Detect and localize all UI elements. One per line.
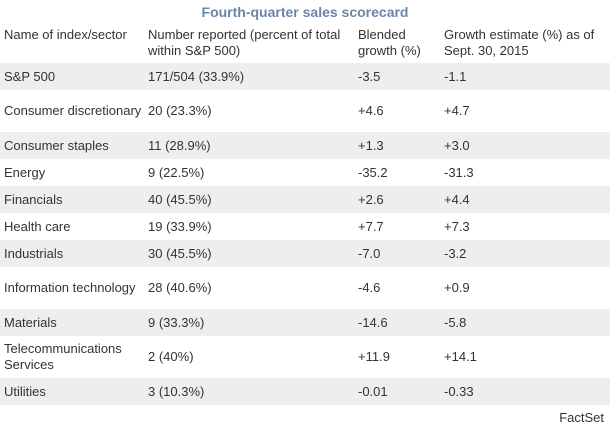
cell-blended: -7.0 — [354, 240, 440, 267]
source-label: FactSet — [559, 410, 604, 425]
cell-blended: -0.01 — [354, 378, 440, 405]
cell-reported: 171/504 (33.9%) — [144, 63, 354, 90]
cell-estimate: +4.7 — [444, 103, 470, 118]
cell-blended: +4.6 — [358, 103, 384, 118]
table-row: S&P 500 171/504 (33.9%) -3.5 -1.1 — [0, 63, 610, 90]
header-growth-estimate: Growth estimate (%) as of Sept. 30, 2015 — [444, 27, 595, 58]
header-number-reported: Number reported (percent of total within… — [148, 27, 341, 58]
cell-sector: Telecommunications Services — [4, 341, 122, 372]
cell-estimate: +14.1 — [444, 349, 477, 364]
cell-estimate: +7.3 — [444, 218, 470, 234]
cell-reported: 3 (10.3%) — [144, 378, 354, 405]
cell-reported: 30 (45.5%) — [144, 240, 354, 267]
table-row: Telecommunications Services 2 (40%) +11.… — [0, 336, 610, 378]
header-row: Name of index/sector Number reported (pe… — [0, 25, 610, 63]
cell-sector: Utilities — [0, 378, 144, 405]
cell-reported: 9 (33.3%) — [144, 309, 354, 336]
table-title: Fourth-quarter sales scorecard — [201, 4, 409, 20]
cell-sector: Energy — [4, 164, 46, 180]
table-row: Energy 9 (22.5%) -35.2 -31.3 — [0, 159, 610, 186]
cell-reported: 2 (40%) — [148, 349, 194, 364]
cell-reported: 9 (22.5%) — [148, 164, 205, 180]
cell-sector: Consumer discretionary — [4, 103, 142, 118]
cell-blended: +2.6 — [354, 186, 440, 213]
cell-sector: Industrials — [0, 240, 144, 267]
cell-estimate: +4.4 — [440, 186, 610, 213]
header-blended-growth: Blended growth (%) — [358, 27, 421, 58]
cell-estimate: +3.0 — [440, 132, 610, 159]
cell-estimate: -3.2 — [440, 240, 610, 267]
cell-estimate: -1.1 — [440, 63, 610, 90]
cell-sector: Financials — [0, 186, 144, 213]
cell-estimate: -0.33 — [440, 378, 610, 405]
cell-blended: +11.9 — [358, 349, 390, 364]
table-row: Financials 40 (45.5%) +2.6 +4.4 — [0, 186, 610, 213]
cell-sector: Information technology — [4, 280, 136, 295]
cell-reported: 28 (40.6%) — [148, 280, 212, 295]
cell-sector: Health care — [4, 218, 71, 234]
cell-estimate: -5.8 — [440, 309, 610, 336]
cell-estimate: -31.3 — [444, 164, 474, 180]
table-row: Information technology 28 (40.6%) -4.6 +… — [0, 267, 610, 309]
cell-sector: Consumer staples — [0, 132, 144, 159]
table-row: Consumer discretionary 20 (23.3%) +4.6 +… — [0, 90, 610, 132]
cell-blended: -14.6 — [354, 309, 440, 336]
cell-estimate: +0.9 — [444, 280, 470, 295]
table-row: Health care 19 (33.9%) +7.7 +7.3 — [0, 213, 610, 240]
cell-blended: +1.3 — [354, 132, 440, 159]
cell-reported: 20 (23.3%) — [148, 103, 212, 118]
cell-blended: -4.6 — [358, 280, 381, 295]
table-row: Consumer staples 11 (28.9%) +1.3 +3.0 — [0, 132, 610, 159]
cell-sector: Materials — [0, 309, 144, 336]
cell-blended: +7.7 — [358, 218, 384, 234]
cell-reported: 11 (28.9%) — [144, 132, 354, 159]
cell-sector: S&P 500 — [0, 63, 144, 90]
table-row: Industrials 30 (45.5%) -7.0 -3.2 — [0, 240, 610, 267]
cell-reported: 40 (45.5%) — [144, 186, 354, 213]
table-row: Materials 9 (33.3%) -14.6 -5.8 — [0, 309, 610, 336]
cell-reported: 19 (33.9%) — [148, 218, 212, 234]
table-row: Utilities 3 (10.3%) -0.01 -0.33 — [0, 378, 610, 405]
cell-blended: -3.5 — [354, 63, 440, 90]
scorecard-table: Name of index/sector Number reported (pe… — [0, 25, 610, 405]
header-index-sector: Name of index/sector — [4, 27, 127, 42]
cell-blended: -35.2 — [358, 164, 388, 180]
